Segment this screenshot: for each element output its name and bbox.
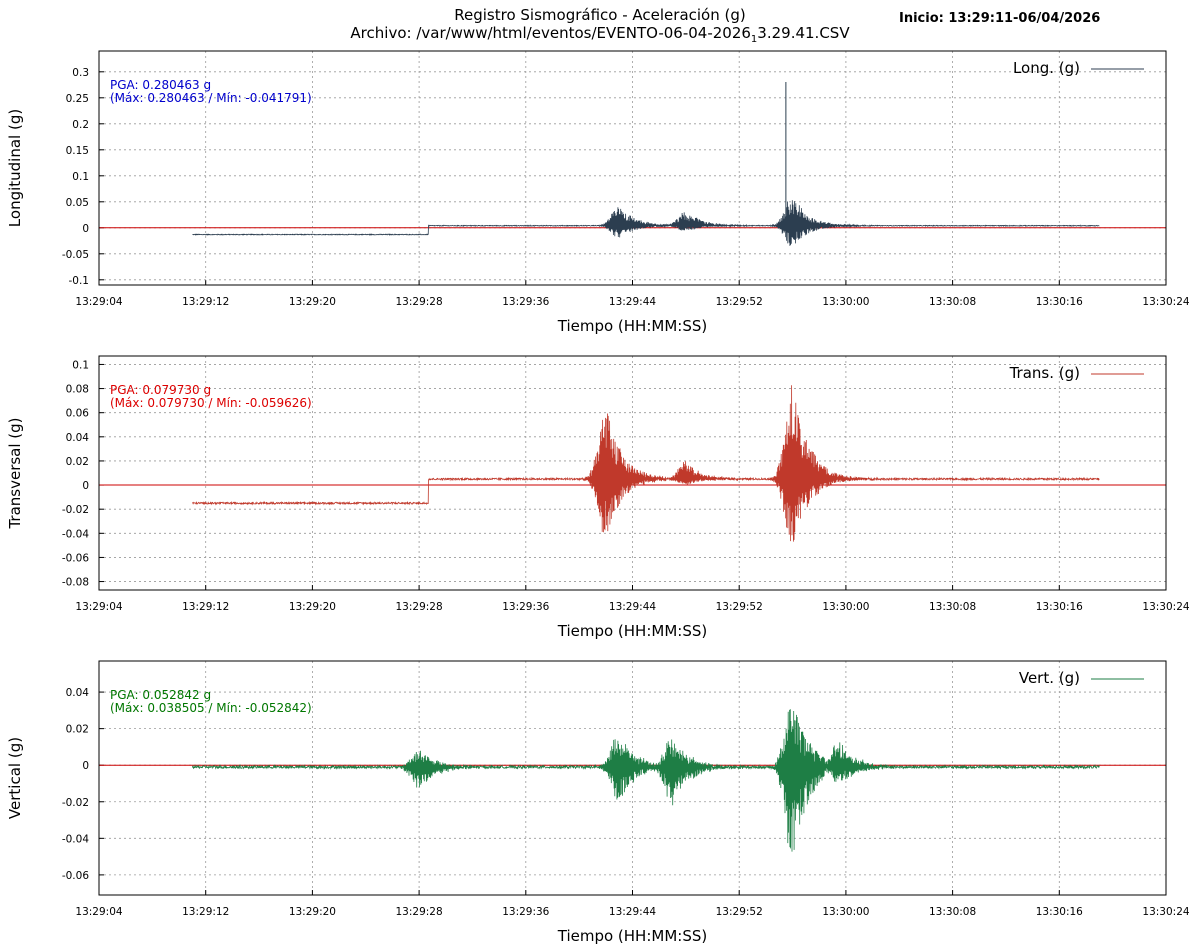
- y-tick-label: 0.25: [66, 93, 89, 105]
- panel-1: 13:29:04 13:29:12 13:29:20 13:29:28 13:29:36…: [6, 50, 1190, 335]
- max-min-annotation: (Máx: 0.038505 / Mín: -0.052842): [110, 701, 312, 715]
- y-tick-label: 0.05: [66, 197, 89, 209]
- x-tick-label: 13:29:44: [609, 296, 656, 308]
- x-tick-label: 13:29:12: [182, 906, 229, 918]
- y-tick-label: -0.06: [62, 552, 89, 564]
- max-min-annotation: (Máx: 0.280463 / Mín: -0.041791): [110, 91, 312, 105]
- y-tick-label: 0.15: [66, 145, 89, 157]
- x-axis-label: Tiempo (HH:MM:SS): [557, 927, 707, 945]
- y-tick-label: 0: [82, 480, 89, 492]
- x-tick-label: 13:29:04: [75, 296, 122, 308]
- y-tick-label: 0: [82, 760, 89, 772]
- plot-frame: [98, 355, 1167, 591]
- x-axis-label: Tiempo (HH:MM:SS): [557, 317, 707, 335]
- x-tick-label: 13:29:28: [396, 296, 443, 308]
- y-tick-label: -0.05: [62, 249, 89, 261]
- x-tick-label: 13:30:24: [1142, 296, 1189, 308]
- y-tick-label: -0.02: [62, 797, 89, 809]
- x-tick-label: 13:29:36: [502, 601, 549, 613]
- x-tick-label: 13:29:20: [289, 296, 336, 308]
- panel-3: 13:29:04 13:29:12 13:29:20 13:29:28 13:29:36…: [6, 660, 1190, 945]
- y-tick-label: 0.02: [66, 724, 89, 736]
- x-tick-label: 13:29:28: [396, 601, 443, 613]
- y-tick-label: 0.1: [72, 171, 89, 183]
- x-tick-label: 13:29:36: [502, 906, 549, 918]
- pga-annotation: PGA: 0.052842 g: [110, 688, 211, 702]
- y-tick-label: -0.08: [62, 577, 89, 589]
- y-tick-label: 0.04: [66, 687, 90, 699]
- x-tick-label: 13:29:20: [289, 906, 336, 918]
- x-tick-label: 13:30:16: [1036, 296, 1083, 308]
- x-tick-label: 13:30:08: [929, 906, 976, 918]
- legend-label: Long. (g): [1013, 59, 1080, 77]
- x-tick-label: 13:29:52: [716, 296, 763, 308]
- y-tick-label: 0.3: [72, 67, 89, 79]
- x-tick-label: 13:29:04: [75, 601, 122, 613]
- x-tick-label: 13:29:12: [182, 601, 229, 613]
- file-path-prefix: Archivo: /var/www/html/eventos/EVENTO-06…: [350, 24, 751, 42]
- panel-2: 13:29:04 13:29:12 13:29:20 13:29:28 13:29:36…: [6, 355, 1190, 640]
- plot-frame: [98, 50, 1167, 286]
- x-tick-label: 13:29:36: [502, 296, 549, 308]
- signal-trace: [192, 709, 1100, 852]
- x-tick-label: 13:29:04: [75, 906, 122, 918]
- pga-annotation: PGA: 0.079730 g: [110, 383, 211, 397]
- chart-title: Registro Sismográfico - Aceleración (g): [454, 6, 746, 24]
- max-min-annotation: (Máx: 0.079730 / Mín: -0.059626): [110, 396, 312, 410]
- y-tick-label: 0.1: [72, 359, 89, 371]
- y-tick-label: -0.04: [62, 528, 89, 540]
- y-tick-label: -0.06: [62, 870, 89, 882]
- plot-frame: [98, 660, 1167, 896]
- x-tick-label: 13:30:24: [1142, 906, 1189, 918]
- x-tick-label: 13:30:16: [1036, 906, 1083, 918]
- y-tick-label: 0.06: [66, 408, 90, 420]
- start-time-label: Inicio: 13:29:11-06/04/2026: [899, 11, 1101, 26]
- signal-trace: [192, 200, 1100, 246]
- y-tick-label: 0.2: [72, 119, 89, 131]
- x-tick-label: 13:29:52: [716, 601, 763, 613]
- x-tick-label: 13:29:52: [716, 906, 763, 918]
- file-path-subscript: 1: [750, 34, 758, 45]
- y-tick-label: -0.02: [62, 504, 89, 516]
- x-tick-label: 13:30:00: [822, 296, 869, 308]
- x-tick-label: 13:30:00: [822, 906, 869, 918]
- x-tick-label: 13:30:16: [1036, 601, 1083, 613]
- y-tick-label: -0.1: [69, 275, 90, 287]
- file-path-suffix: 3.29.41.CSV: [757, 24, 850, 42]
- x-tick-label: 13:29:12: [182, 296, 229, 308]
- chart-subtitle-file: Archivo: /var/www/html/eventos/EVENTO-06…: [0, 24, 1200, 45]
- x-tick-label: 13:30:24: [1142, 601, 1189, 613]
- x-tick-label: 13:29:20: [289, 601, 336, 613]
- pga-annotation: PGA: 0.280463 g: [110, 78, 211, 92]
- legend-label: Vert. (g): [1019, 669, 1080, 687]
- x-tick-label: 13:29:28: [396, 906, 443, 918]
- y-tick-label: 0: [82, 223, 89, 235]
- y-tick-label: -0.04: [62, 833, 89, 845]
- y-axis-label: Vertical (g): [6, 737, 24, 819]
- x-axis-label: Tiempo (HH:MM:SS): [557, 622, 707, 640]
- x-tick-label: 13:30:08: [929, 601, 976, 613]
- y-tick-label: 0.04: [66, 432, 90, 444]
- y-axis-label: Transversal (g): [6, 417, 24, 529]
- x-tick-label: 13:29:44: [609, 601, 656, 613]
- y-tick-label: 0.08: [66, 384, 89, 396]
- y-tick-label: 0.02: [66, 456, 89, 468]
- x-tick-label: 13:30:00: [822, 601, 869, 613]
- x-tick-label: 13:30:08: [929, 296, 976, 308]
- y-axis-label: Longitudinal (g): [6, 109, 24, 227]
- x-tick-label: 13:29:44: [609, 906, 656, 918]
- legend-label: Trans. (g): [1009, 364, 1080, 382]
- signal-trace: [192, 385, 1100, 542]
